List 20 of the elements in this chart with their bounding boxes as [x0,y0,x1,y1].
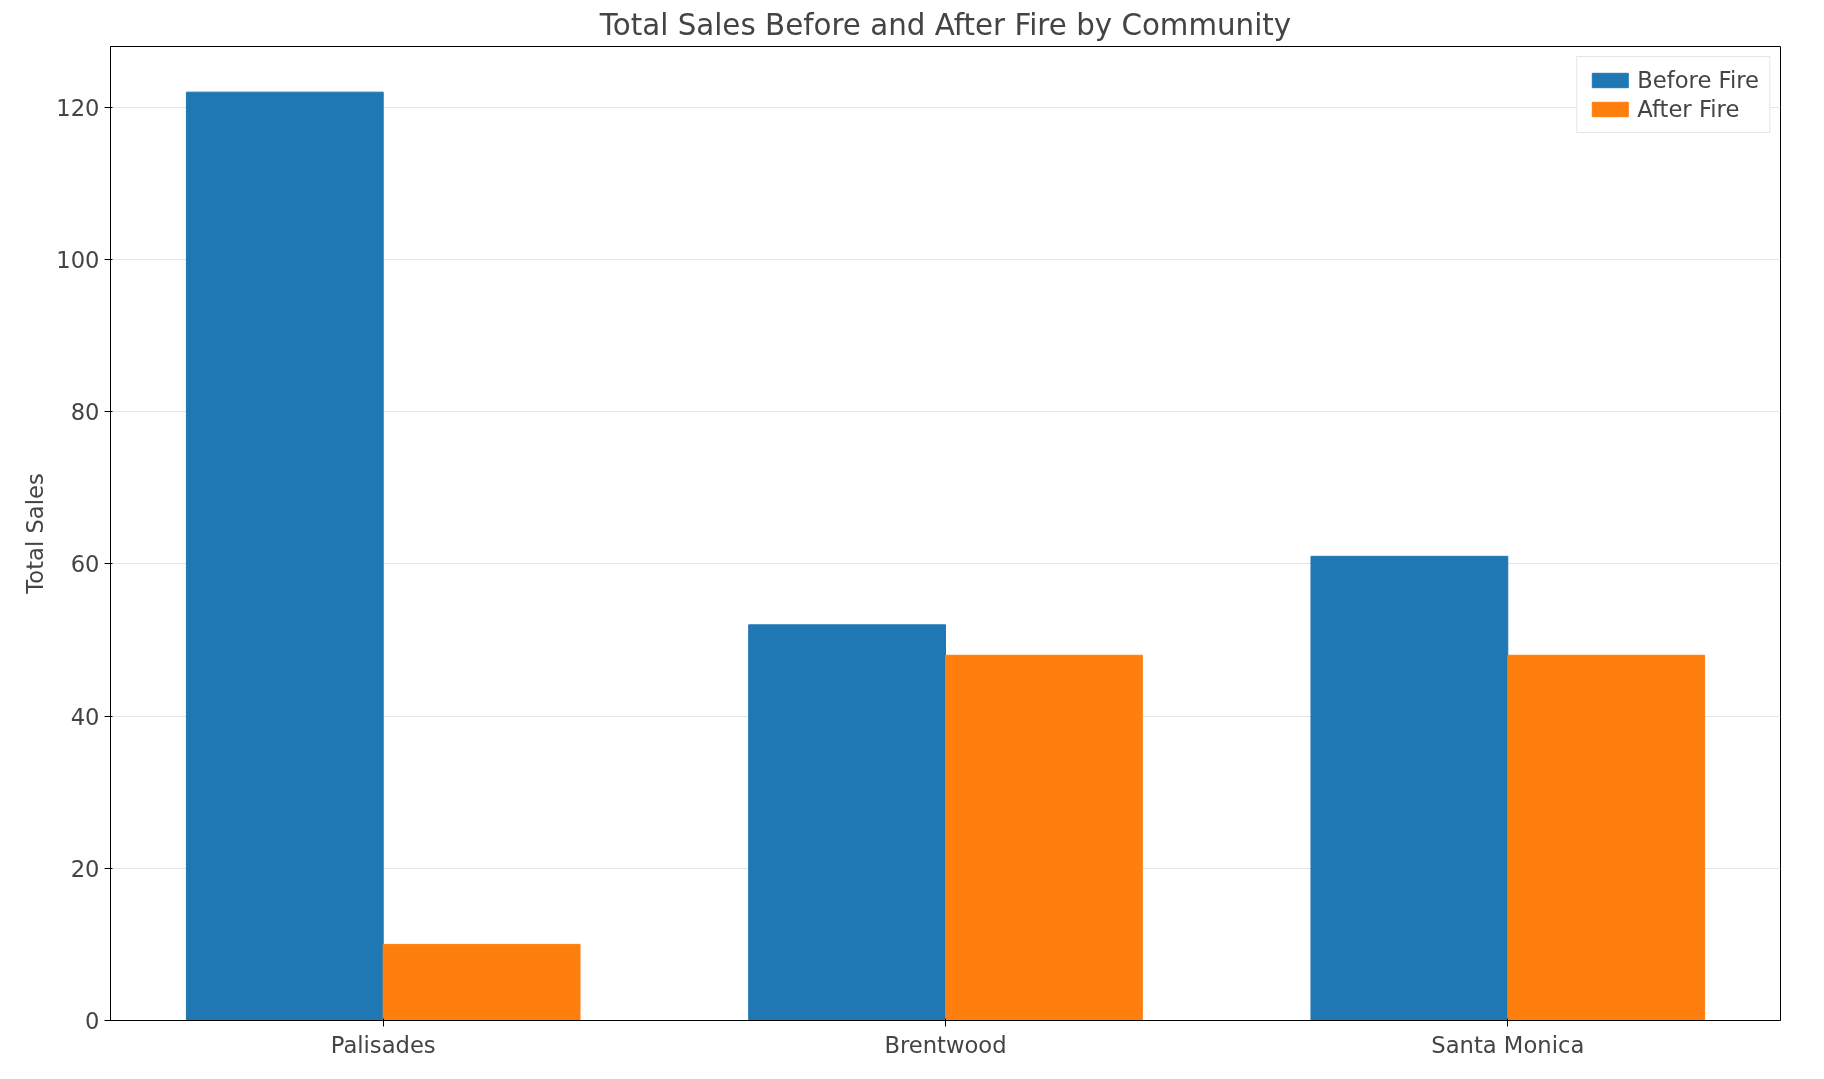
x-tick-label: Palisades [330,1031,436,1058]
bar [748,624,946,1021]
y-tick-label: 20 [70,855,100,882]
chart-title: Total Sales Before and After Fire by Community [598,7,1292,42]
x-tick-label: Brentwood [884,1031,1007,1058]
y-tick-label: 40 [70,703,100,730]
y-axis-title: Total Sales [22,473,49,595]
y-tick-label: 80 [70,399,100,426]
y-tick-label: 60 [70,551,100,578]
bar [1507,654,1706,1021]
y-tick-label: 0 [85,1008,100,1034]
x-tick-label: Santa Monica [1431,1031,1585,1058]
bar [185,91,384,1021]
bar [945,654,1143,1021]
y-tick-label: 120 [56,94,100,121]
legend-label: Before Fire [1637,67,1759,93]
legend-label: After Fire [1637,96,1740,122]
bar [382,943,581,1021]
y-tick-label: 100 [56,247,100,274]
bar [1310,555,1509,1021]
